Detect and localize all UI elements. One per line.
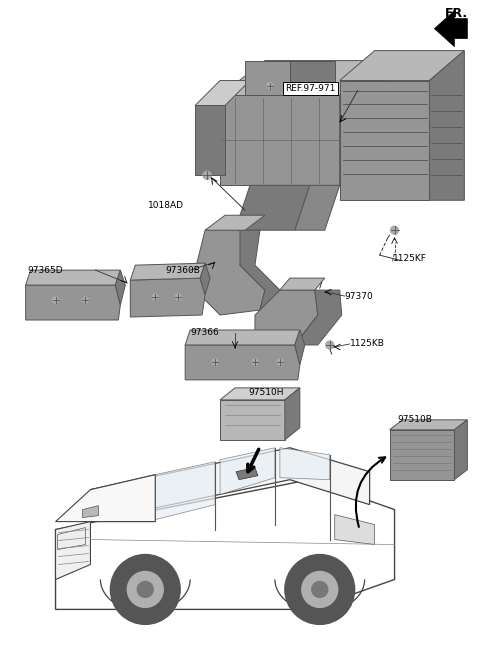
Polygon shape xyxy=(56,475,155,522)
Text: 97360B: 97360B xyxy=(165,266,200,275)
Polygon shape xyxy=(255,290,318,355)
Polygon shape xyxy=(185,345,300,380)
Circle shape xyxy=(152,294,158,300)
Polygon shape xyxy=(155,462,215,520)
Polygon shape xyxy=(205,215,265,230)
Polygon shape xyxy=(56,522,90,579)
Circle shape xyxy=(312,581,328,598)
Polygon shape xyxy=(130,278,205,317)
Polygon shape xyxy=(115,270,125,305)
Polygon shape xyxy=(390,430,455,480)
Circle shape xyxy=(52,297,59,303)
Text: 97510H: 97510H xyxy=(248,388,284,398)
Text: 97370: 97370 xyxy=(345,291,373,300)
Polygon shape xyxy=(434,10,468,47)
Polygon shape xyxy=(295,330,305,365)
Polygon shape xyxy=(295,290,342,345)
Circle shape xyxy=(110,554,180,625)
Text: 97366: 97366 xyxy=(190,329,219,337)
Polygon shape xyxy=(430,51,464,200)
Circle shape xyxy=(252,359,258,365)
Polygon shape xyxy=(280,448,330,480)
Circle shape xyxy=(285,554,355,625)
Polygon shape xyxy=(285,388,300,440)
Polygon shape xyxy=(335,514,374,544)
Polygon shape xyxy=(340,60,384,185)
Polygon shape xyxy=(340,81,430,200)
Text: 1125KB: 1125KB xyxy=(350,339,384,348)
Circle shape xyxy=(391,226,398,234)
Polygon shape xyxy=(220,400,285,440)
Polygon shape xyxy=(220,388,300,400)
Circle shape xyxy=(302,571,338,607)
Polygon shape xyxy=(236,468,258,480)
Polygon shape xyxy=(455,420,468,480)
Polygon shape xyxy=(90,448,370,522)
Circle shape xyxy=(326,341,334,349)
Polygon shape xyxy=(220,448,275,495)
Polygon shape xyxy=(195,230,265,315)
Polygon shape xyxy=(220,96,340,185)
Circle shape xyxy=(277,359,283,365)
Circle shape xyxy=(212,359,218,365)
Circle shape xyxy=(83,297,88,303)
Polygon shape xyxy=(195,106,225,175)
Circle shape xyxy=(127,571,163,607)
Polygon shape xyxy=(25,285,120,320)
Polygon shape xyxy=(235,185,310,230)
Polygon shape xyxy=(290,60,335,96)
Polygon shape xyxy=(100,480,150,518)
Polygon shape xyxy=(200,263,210,295)
Polygon shape xyxy=(90,475,155,522)
Polygon shape xyxy=(245,60,290,96)
Polygon shape xyxy=(58,527,85,550)
Polygon shape xyxy=(25,270,120,285)
Circle shape xyxy=(267,83,273,89)
Text: 1018AD: 1018AD xyxy=(148,201,184,210)
Polygon shape xyxy=(83,506,98,518)
Polygon shape xyxy=(240,230,280,310)
Circle shape xyxy=(203,171,211,179)
Text: 1125KF: 1125KF xyxy=(393,254,426,262)
Polygon shape xyxy=(340,51,464,81)
Circle shape xyxy=(137,581,153,598)
Text: REF.97-971: REF.97-971 xyxy=(285,84,335,93)
Polygon shape xyxy=(195,81,250,106)
Polygon shape xyxy=(280,278,325,290)
Text: 97365D: 97365D xyxy=(28,266,63,275)
Text: 97510B: 97510B xyxy=(397,415,432,424)
Polygon shape xyxy=(130,263,205,280)
Polygon shape xyxy=(56,480,395,609)
Text: FR.: FR. xyxy=(444,7,468,20)
Polygon shape xyxy=(295,185,340,230)
Polygon shape xyxy=(185,330,300,345)
Polygon shape xyxy=(220,60,384,96)
Circle shape xyxy=(175,294,181,300)
Polygon shape xyxy=(390,420,468,430)
Circle shape xyxy=(312,83,318,89)
